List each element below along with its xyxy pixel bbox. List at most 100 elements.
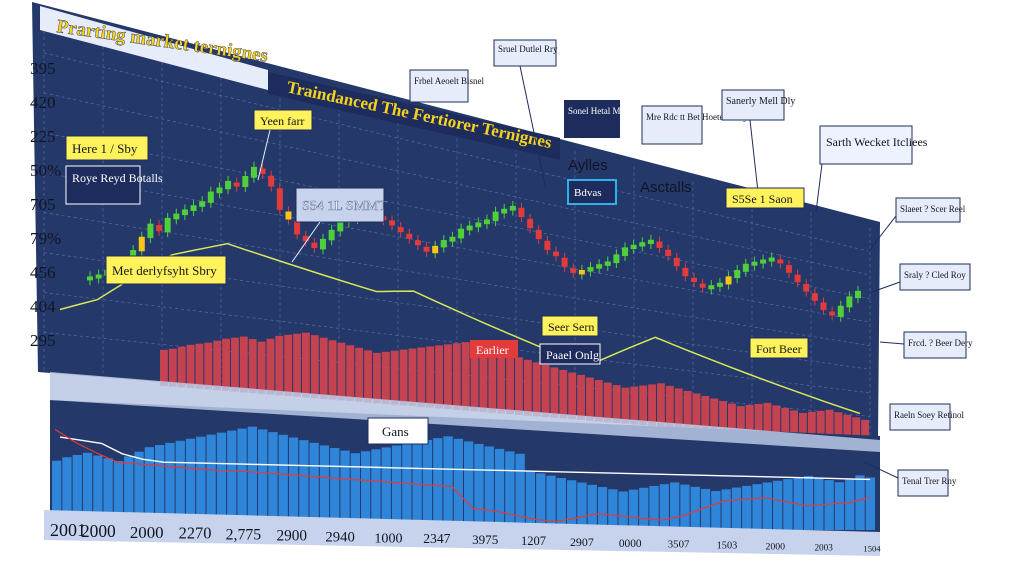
callout-gans: Gans (367, 417, 429, 445)
grid-line-horizontal (43, 132, 871, 299)
y-axis-ticks: 395 420 225 50% 705 79% 456 404 295 (30, 59, 61, 350)
y-tick-label: 225 (30, 127, 56, 146)
subtitle-banner (268, 72, 560, 160)
volume-blue-bars (52, 426, 875, 530)
candle-body (138, 236, 145, 252)
candle-body (846, 296, 853, 308)
callout-earlier: Earlier (470, 340, 518, 358)
volume-bar-red (728, 403, 736, 433)
volume-bar-blue (587, 484, 597, 530)
volume-bar-red (346, 345, 355, 402)
volume-bar-blue (567, 480, 577, 530)
x-tick-label: 2270 (179, 524, 212, 543)
volume-bar-red (168, 348, 177, 387)
volume-bar-blue (824, 480, 834, 530)
y-tick-label: 79% (30, 229, 61, 248)
y-tick-label: 295 (30, 331, 56, 350)
x-tick-label: 2907 (570, 535, 594, 549)
callout-smith: Sarth Wecket Itcliees (815, 125, 928, 213)
volume-bar-blue (165, 442, 175, 530)
candle-body (302, 235, 309, 242)
candle-body (734, 270, 741, 279)
callout-small3: Sonel Hetal Mal tes Raol eom (564, 100, 676, 138)
volume-bar-blue (711, 491, 721, 530)
volume-bar-red (523, 359, 532, 416)
volume-bar-blue (93, 455, 103, 530)
volume-bar-red (515, 357, 523, 415)
candle-body (449, 236, 456, 242)
callout-met-text: Met derlyfsyht Sbry (112, 263, 217, 278)
volume-bar-red (621, 387, 630, 424)
candle-body (785, 265, 792, 273)
callout-fort-text: Fort Beer (756, 342, 802, 356)
callout-small4-text: Mre Rdc tt Bet Hoetel Rdhy (646, 112, 748, 122)
volume-bar-blue (742, 485, 752, 530)
price-panel (32, 2, 880, 440)
volume-bar-red (763, 402, 772, 436)
candle-body (596, 264, 603, 269)
volume-bar-blue (865, 477, 875, 530)
volume-bar-blue (319, 445, 330, 530)
candle-body (742, 263, 749, 272)
candle-body (173, 213, 180, 220)
candle-body (156, 225, 163, 231)
side-callout-3-text: Frcd. ? Beer Dery (908, 338, 973, 348)
y-tick-label: 705 (30, 195, 56, 214)
volume-bar-blue (268, 432, 278, 530)
volume-bar-red (799, 412, 807, 439)
volume-bar-red (435, 345, 443, 409)
volume-bar-blue (206, 434, 216, 530)
volume-bar-blue (597, 487, 608, 530)
callout-seer: Seer Sern (541, 315, 599, 337)
volume-bar-red (577, 375, 585, 421)
volume-bar-blue (515, 453, 525, 530)
candle-body (673, 257, 680, 267)
side-callout-4-text: Raeln Soey Retinol (894, 410, 964, 420)
volume-bar-red (355, 347, 364, 402)
callout-fort: Fort Beer (749, 337, 809, 359)
candle-body (319, 238, 326, 250)
volume-bar-blue (185, 438, 196, 530)
candle-body (552, 251, 559, 257)
volume-bar-red (248, 339, 257, 394)
candle-body (233, 182, 240, 187)
candle-body (328, 229, 335, 241)
volume-bar-red (302, 332, 310, 398)
volume-bar-blue (134, 451, 144, 530)
volume-bar-blue (556, 477, 566, 530)
volume-bar-blue (855, 475, 865, 530)
volume-bar-red (754, 403, 763, 435)
volume-bar-blue (288, 437, 299, 530)
volume-bar-red (612, 385, 621, 423)
volume-bar-red (461, 342, 470, 411)
candle-body (337, 220, 344, 232)
candle-body (820, 302, 827, 310)
candle-body (509, 205, 516, 211)
trend-line (59, 242, 861, 415)
volume-bar-red (736, 406, 745, 434)
volume-bar-red (790, 410, 798, 438)
x-tick-label: 2000 (765, 542, 785, 553)
candle-body (458, 228, 465, 239)
volume-bar-blue (474, 443, 484, 530)
volume-bar-red (257, 341, 266, 394)
candle-body (544, 240, 551, 250)
callout-s5se: S5Se 1 Saon (725, 187, 805, 209)
volume-bar-blue (52, 460, 62, 530)
volume-bar-red (160, 349, 168, 386)
candle-body (622, 247, 629, 257)
volume-bar-blue (62, 457, 72, 530)
candle-body (535, 229, 542, 240)
candle-body (432, 245, 439, 254)
volume-bar-blue (216, 432, 227, 530)
candle-body (578, 269, 585, 275)
x-tick-label: 2347 (423, 531, 450, 546)
volume-bar-red (586, 377, 594, 421)
volume-bar-red (364, 350, 372, 403)
candle-body (751, 261, 758, 266)
volume-bar-blue (402, 443, 412, 530)
candle-body (440, 240, 447, 248)
volume-bar-red (293, 333, 301, 397)
x-tick-label: 2,775 (226, 527, 262, 544)
volume-bar-red (284, 334, 293, 397)
